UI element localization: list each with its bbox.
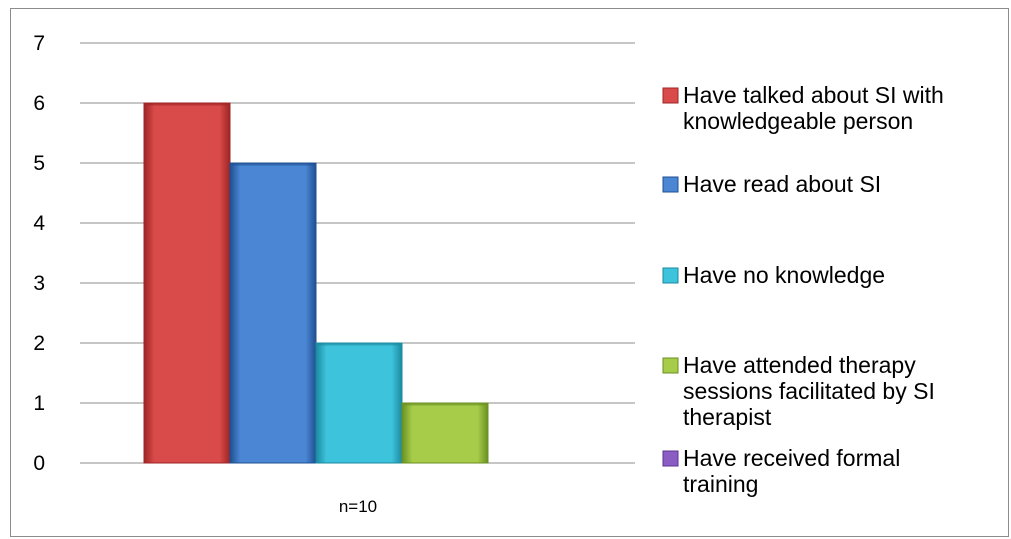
chart-frame [10,8,1009,537]
x-category-label: n=10 [339,497,377,516]
legend-item: Have read about SI [662,171,881,197]
y-axis-ticks: 0 1 2 3 4 5 6 7 [33,32,45,475]
legend-swatch [662,450,679,467]
legend-label: Have received formal training [683,445,900,497]
legend-item: Have received formal training [662,445,900,497]
y-tick-label: 7 [33,32,45,55]
legend-swatch [662,176,679,193]
bars [143,102,489,464]
legend-label: Have talked about SI with knowledgeable p… [683,82,944,134]
legend: Have talked about SI with knowledgeable p… [662,82,944,497]
y-tick-label: 4 [33,212,45,235]
x-axis-categories: n=10 [339,497,377,516]
legend-item: Have talked about SI with knowledgeable p… [662,82,944,134]
legend-swatch [662,87,679,104]
y-tick-label: 6 [33,92,45,115]
legend-swatch [662,267,679,284]
bar [401,402,489,464]
legend-item: Have attended therapy sessions facilitate… [662,352,935,430]
bar [229,162,317,464]
y-tick-label: 0 [33,452,45,475]
legend-item: Have no knowledge [662,262,885,288]
legend-swatch [662,357,679,374]
y-tick-label: 2 [33,332,45,355]
y-tick-label: 3 [33,272,45,295]
y-tick-label: 1 [33,392,45,415]
bar [315,342,403,464]
legend-label: Have read about SI [683,171,881,197]
legend-label: Have attended therapy sessions facilitate… [683,352,935,430]
y-tick-label: 5 [33,152,45,175]
legend-label: Have no knowledge [683,262,885,288]
bar [143,102,231,464]
